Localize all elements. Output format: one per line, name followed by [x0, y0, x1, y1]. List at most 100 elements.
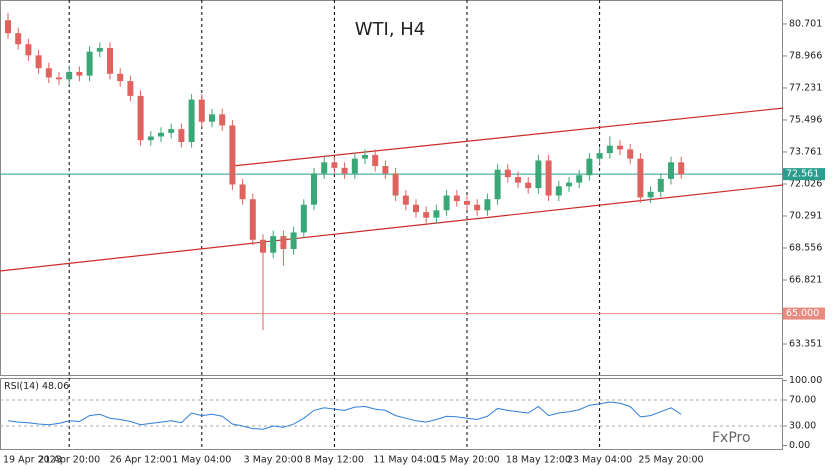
candle-body: [484, 199, 491, 211]
candle-body: [229, 125, 236, 185]
rsi-name: RSI(14): [4, 381, 39, 392]
candle-body: [178, 129, 185, 143]
channel-upper: [232, 107, 784, 167]
y-tick-label: 72.026: [789, 178, 822, 189]
y-tick-label: 63.351: [789, 338, 822, 349]
candle-body: [117, 73, 124, 82]
candle-body: [66, 71, 73, 80]
candle-body: [617, 145, 623, 150]
candle-body: [657, 178, 664, 192]
candle-body: [362, 154, 368, 159]
candle-body: [453, 195, 460, 202]
y-tick-label: 75.496: [789, 114, 822, 125]
candle-body: [76, 71, 83, 76]
chart-title: WTI, H4: [355, 19, 426, 40]
rsi-tick-label: 70.00: [789, 395, 816, 406]
price-label: 65.000: [786, 308, 819, 319]
candle-body: [535, 160, 542, 189]
y-tick-label: 78.966: [789, 50, 822, 61]
x-tick-label: 8 May 12:00: [305, 455, 364, 466]
rsi-tick-label: 0.00: [789, 440, 810, 451]
candle-body: [576, 175, 583, 183]
candle-body: [5, 20, 11, 34]
candle-body: [290, 232, 297, 250]
candle-body: [433, 210, 440, 218]
candle-body: [260, 239, 266, 253]
candle-body: [198, 99, 205, 122]
candle-body: [137, 95, 144, 141]
candle-body: [392, 173, 399, 196]
candle-body: [249, 199, 256, 240]
candle-body: [188, 99, 195, 143]
rsi-line: [7, 401, 682, 430]
candle-body: [586, 158, 593, 176]
y-tick-label: 66.821: [789, 274, 822, 285]
candle-body: [56, 77, 62, 80]
candle-body: [219, 114, 226, 126]
price-label-box: [783, 307, 825, 320]
candle-body: [566, 182, 572, 187]
candle-body: [372, 154, 379, 167]
candle-body: [525, 182, 532, 189]
candle-body: [515, 177, 521, 183]
candle-body: [627, 149, 634, 159]
y-tick-label: 68.556: [789, 242, 822, 253]
candle-body: [606, 145, 613, 154]
candle-body: [107, 47, 113, 74]
candle-body: [678, 162, 685, 175]
candle-body: [341, 167, 348, 174]
candle-body: [127, 81, 134, 96]
candle-body: [168, 129, 175, 133]
y-tick-label: 80.701: [789, 18, 822, 29]
candle-body: [464, 201, 470, 205]
candle-body: [413, 204, 419, 213]
x-tick-label: 11 May 04:00: [373, 455, 438, 466]
candle-body: [35, 55, 42, 69]
candle-body: [351, 158, 358, 174]
candle-body: [15, 33, 22, 45]
rsi-tick-label: 100.00: [789, 375, 822, 386]
candle-body: [596, 153, 603, 159]
price-label-box: [783, 168, 825, 181]
candle-body: [239, 184, 246, 200]
main-frame: [0, 0, 783, 376]
candle-body: [321, 162, 328, 174]
candle-body: [545, 160, 552, 196]
rsi-last: 48.06: [42, 381, 69, 392]
candle-body: [555, 186, 562, 196]
x-tick-label: 25 May 20:00: [638, 455, 703, 466]
candle-body: [494, 169, 501, 200]
candle-body: [443, 195, 450, 211]
candle-body: [147, 136, 154, 141]
candle-body: [382, 166, 389, 174]
candle-body: [647, 191, 654, 198]
candle-body: [311, 173, 317, 205]
price-label: 72.561: [786, 169, 819, 180]
candle-body: [158, 132, 164, 137]
watermark: FxPro: [712, 430, 751, 446]
y-tick-label: 73.761: [789, 146, 822, 157]
x-tick-label: 19 Apr 2023: [3, 455, 62, 466]
x-tick-label: 21 Apr 20:00: [38, 455, 100, 466]
x-tick-label: 3 May 20:00: [244, 455, 303, 466]
candle-body: [96, 47, 103, 52]
candle-body: [474, 204, 481, 211]
candle-body: [300, 204, 307, 233]
x-tick-label: 26 Apr 12:00: [110, 455, 172, 466]
x-tick-label: 15 May 20:00: [434, 455, 499, 466]
candle-body: [331, 162, 338, 168]
candle-body: [504, 169, 511, 178]
x-tick-label: 18 May 12:00: [506, 455, 571, 466]
candle-body: [45, 68, 52, 78]
y-tick-label: 70.291: [789, 210, 822, 221]
candle-body: [86, 51, 93, 76]
channel-lower: [0, 184, 784, 272]
rsi-title: RSI(14) 48.06: [4, 381, 69, 392]
candle-body: [668, 162, 674, 179]
candle-body: [270, 236, 277, 253]
candle-body: [423, 212, 430, 218]
x-tick-label: 1 May 04:00: [172, 455, 231, 466]
candle-body: [280, 236, 287, 250]
rsi-frame: [0, 378, 783, 450]
